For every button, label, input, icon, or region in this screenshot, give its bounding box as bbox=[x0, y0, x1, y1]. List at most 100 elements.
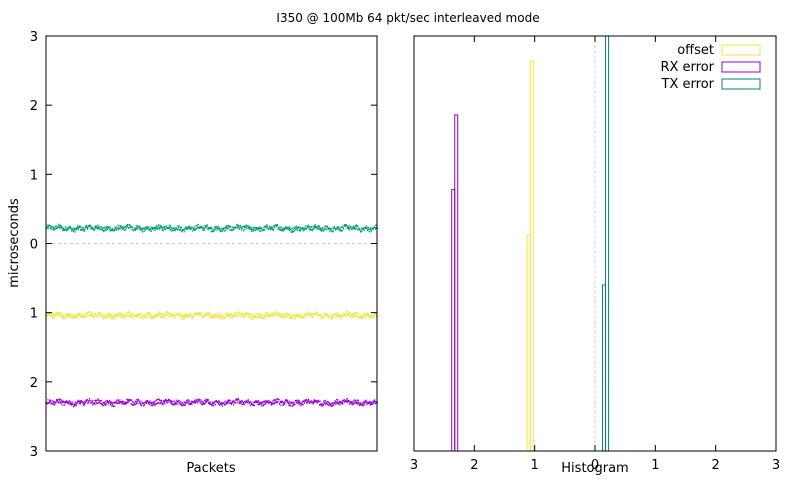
data-point-tx bbox=[309, 228, 312, 230]
data-point-offset bbox=[303, 316, 305, 318]
data-point-rx bbox=[218, 401, 220, 403]
data-point-tx bbox=[308, 225, 310, 228]
data-point-tx bbox=[208, 228, 210, 230]
data-point-offset bbox=[350, 316, 352, 318]
data-point-offset bbox=[221, 318, 223, 320]
data-point-rx bbox=[297, 401, 299, 403]
data-point-tx bbox=[240, 229, 242, 231]
data-point-rx bbox=[85, 399, 87, 402]
data-point-tx bbox=[68, 228, 70, 230]
data-point-offset bbox=[287, 316, 289, 318]
data-point-tx bbox=[243, 229, 245, 232]
data-point-rx bbox=[88, 398, 90, 400]
data-point-tx bbox=[104, 229, 106, 232]
data-point-tx bbox=[150, 228, 152, 231]
data-point-offset bbox=[122, 315, 124, 318]
data-point-rx bbox=[93, 402, 95, 404]
data-point-tx bbox=[324, 225, 326, 227]
data-point-rx bbox=[341, 401, 343, 404]
data-point-offset bbox=[58, 313, 60, 315]
data-point-tx bbox=[325, 228, 327, 231]
data-point-offset bbox=[249, 312, 251, 315]
data-point-offset bbox=[154, 316, 156, 319]
data-point-offset bbox=[248, 315, 250, 317]
data-point-rx bbox=[87, 402, 89, 404]
data-point-offset bbox=[314, 313, 316, 315]
y-tick-label: 0 bbox=[30, 238, 38, 253]
data-point-offset bbox=[96, 315, 98, 317]
data-point-tx bbox=[372, 228, 374, 230]
data-point-rx bbox=[356, 402, 358, 404]
data-point-tx bbox=[246, 224, 248, 226]
data-point-offset bbox=[307, 311, 309, 313]
data-point-tx bbox=[279, 228, 281, 231]
data-point-rx bbox=[249, 402, 251, 405]
data-point-tx bbox=[296, 228, 298, 231]
data-point-tx bbox=[56, 225, 58, 227]
data-point-tx bbox=[337, 228, 339, 230]
data-point-offset bbox=[77, 316, 79, 318]
data-point-offset bbox=[308, 314, 311, 317]
data-point-rx bbox=[273, 399, 275, 401]
data-point-tx bbox=[288, 227, 290, 229]
data-point-offset bbox=[211, 317, 213, 319]
data-point-tx bbox=[261, 227, 263, 230]
data-point-tx bbox=[321, 228, 323, 230]
data-point-tx bbox=[134, 229, 136, 231]
data-point-tx bbox=[160, 226, 162, 228]
data-point-tx bbox=[366, 227, 368, 230]
data-point-rx bbox=[132, 404, 134, 406]
data-point-offset bbox=[297, 314, 299, 317]
data-point-tx bbox=[292, 230, 294, 232]
data-point-offset bbox=[217, 315, 219, 318]
data-point-offset bbox=[51, 314, 53, 316]
data-point-rx bbox=[59, 398, 61, 401]
data-point-tx bbox=[212, 231, 214, 233]
data-point-offset bbox=[318, 314, 321, 317]
data-point-tx bbox=[94, 225, 96, 227]
data-point-tx bbox=[102, 229, 104, 232]
histogram-bins bbox=[451, 35, 610, 452]
data-point-tx bbox=[119, 225, 121, 227]
data-point-offset bbox=[234, 311, 236, 314]
data-point-tx bbox=[204, 225, 206, 227]
data-point-tx bbox=[152, 226, 154, 229]
data-point-tx bbox=[363, 229, 366, 232]
data-point-rx bbox=[157, 398, 159, 401]
data-point-offset bbox=[328, 316, 330, 318]
data-point-tx bbox=[227, 225, 229, 227]
data-point-rx bbox=[75, 404, 78, 407]
data-point-offset bbox=[199, 312, 201, 314]
data-point-tx bbox=[243, 229, 245, 231]
data-point-tx bbox=[181, 231, 183, 233]
data-point-offset bbox=[142, 318, 144, 320]
data-point-offset bbox=[326, 314, 328, 316]
data-point-rx bbox=[130, 399, 132, 401]
data-point-offset bbox=[294, 316, 296, 319]
data-point-tx bbox=[358, 227, 360, 230]
data-point-rx bbox=[60, 399, 62, 401]
data-point-tx bbox=[144, 226, 146, 229]
data-point-offset bbox=[210, 314, 212, 317]
data-point-tx bbox=[140, 228, 142, 231]
data-point-offset bbox=[55, 314, 57, 317]
data-point-rx bbox=[121, 401, 123, 404]
data-point-rx bbox=[212, 404, 214, 406]
data-point-rx bbox=[345, 400, 347, 403]
data-point-offset bbox=[305, 314, 307, 316]
data-point-rx bbox=[80, 400, 82, 403]
histogram-bin bbox=[605, 35, 610, 452]
data-point-offset bbox=[215, 314, 217, 317]
data-point-tx bbox=[346, 227, 348, 230]
data-point-rx bbox=[114, 405, 116, 407]
data-point-tx bbox=[280, 229, 282, 231]
data-point-rx bbox=[352, 402, 354, 404]
data-point-rx bbox=[203, 399, 205, 402]
data-point-offset bbox=[206, 311, 208, 313]
data-point-tx bbox=[163, 226, 165, 228]
data-point-tx bbox=[297, 229, 299, 231]
data-point-tx bbox=[162, 230, 164, 232]
data-point-rx bbox=[173, 400, 175, 402]
data-point-tx bbox=[293, 227, 295, 229]
data-point-tx bbox=[109, 228, 111, 230]
